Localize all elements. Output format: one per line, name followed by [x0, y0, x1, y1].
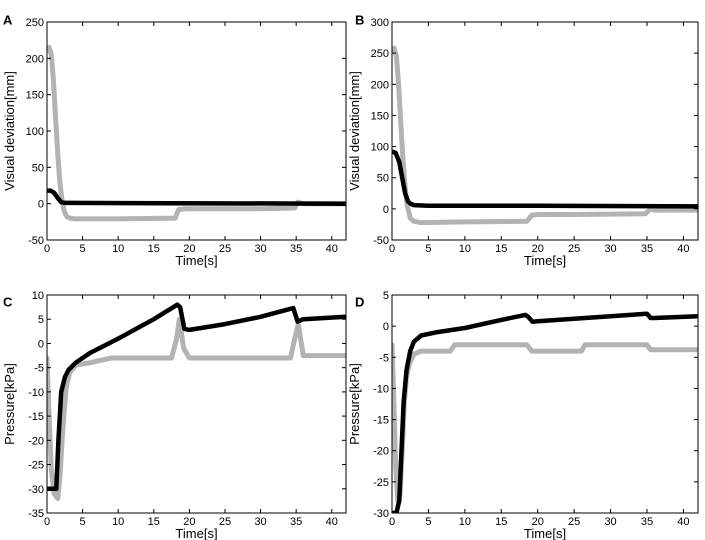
y-axis-label-c: Pressure[kPa] [2, 363, 17, 445]
x-tick-label: 40 [677, 243, 689, 255]
x-axis-label-c: Time[s] [175, 526, 217, 540]
panel-b: B0 5 10 15 20 25 30 35 40-50050100150200250300Ti… [347, 13, 699, 268]
y-tick-label: -30 [373, 508, 389, 520]
x-tick-label: 20 [532, 516, 544, 528]
x-axis-label-d: Time[s] [524, 526, 566, 540]
x-tick-label: 30 [604, 243, 616, 255]
y-tick-label: -5 [34, 363, 44, 375]
panel-c: C 0 5 10 15 20 25 30 35 40 -35 -30 -25 -20 -15 -10 -5 0 5 1… [2, 290, 347, 540]
y-tick-label: -20 [28, 435, 44, 447]
panel-label-a: A [3, 13, 13, 28]
y-tick-label: 250 [26, 17, 44, 29]
y-tick-label: -50 [373, 235, 389, 247]
y-tick-label: -10 [373, 383, 389, 395]
y-tick-label: 0 [38, 199, 44, 211]
x-tick-label: 25 [568, 516, 580, 528]
y-tick-label: 5 [383, 290, 389, 302]
x-tick-label: 40 [677, 516, 689, 528]
x-tick-label: 5 [80, 243, 86, 255]
y-tick-label: 300 [371, 17, 389, 29]
y-tick-label: -10 [28, 387, 44, 399]
y-axis-label-a: Visual deviation[mm] [2, 71, 17, 191]
x-tick-label: 0 [389, 243, 395, 255]
y-tick-label: 0 [383, 321, 389, 333]
y-axis-label-b: Visual deviation[mm] [347, 71, 362, 191]
series-black-line-c [47, 302, 346, 492]
y-tick-label: -15 [28, 411, 44, 423]
y-tick-label: 50 [32, 162, 44, 174]
x-axis-label-a: Time[s] [175, 253, 217, 268]
y-tick-label: 50 [377, 173, 389, 185]
y-tick-label: 10 [32, 290, 44, 302]
series-gray-line-b [392, 45, 698, 226]
y-tick-label: 0 [38, 338, 44, 350]
series-black-line-b [392, 149, 698, 209]
x-tick-label: 25 [568, 243, 580, 255]
x-tick-label: 10 [112, 243, 124, 255]
x-axis-label-b: Time[s] [524, 253, 566, 268]
x-tick-label: 35 [290, 243, 302, 255]
panel-label-b: B [355, 13, 364, 28]
x-tick-label: 10 [112, 516, 124, 528]
x-tick-label: 25 [219, 243, 231, 255]
y-tick-label: 200 [26, 53, 44, 65]
y-tick-label: -20 [373, 446, 389, 458]
x-tick-label: 35 [290, 516, 302, 528]
series-black-line-d [392, 311, 698, 513]
axes-frame-d [391, 294, 699, 514]
y-tick-label: -30 [28, 484, 44, 496]
x-tick-label: 20 [183, 243, 195, 255]
x-tick-label: 35 [641, 516, 653, 528]
y-tick-label: 150 [26, 90, 44, 102]
x-tick-label: 30 [254, 243, 266, 255]
y-tick-label: -50 [28, 235, 44, 247]
series-black-line-a [47, 188, 346, 206]
y-tick-label: 250 [371, 48, 389, 60]
x-tick-label: 5 [80, 516, 86, 528]
x-tick-label: 0 [44, 516, 50, 528]
x-tick-label: 40 [326, 243, 338, 255]
x-tick-label: 20 [183, 516, 195, 528]
series-gray-line-c [47, 316, 346, 501]
y-tick-label: 5 [38, 314, 44, 326]
series-gray-line-a [47, 44, 346, 222]
x-tick-label: 15 [495, 243, 507, 255]
y-tick-label: 0 [383, 204, 389, 216]
x-tick-label: 35 [641, 243, 653, 255]
y-axis-label-d: Pressure[kPa] [347, 363, 362, 445]
x-tick-label: 20 [532, 243, 544, 255]
axes-frame-b [391, 21, 699, 241]
y-tick-label: -15 [373, 415, 389, 427]
y-tick-label: -5 [379, 352, 389, 364]
x-tick-label: 15 [495, 516, 507, 528]
y-tick-label: 200 [371, 79, 389, 91]
x-tick-label: 0 [389, 516, 395, 528]
y-tick-label: 100 [371, 142, 389, 154]
x-tick-label: 30 [254, 516, 266, 528]
y-tick-label: 100 [26, 126, 44, 138]
panel-label-c: C [3, 295, 13, 310]
x-tick-label: 25 [219, 516, 231, 528]
y-tick-label: -25 [28, 460, 44, 472]
x-tick-label: 30 [604, 516, 616, 528]
x-tick-label: 5 [425, 516, 431, 528]
x-tick-label: 10 [459, 516, 471, 528]
x-tick-label: 15 [148, 243, 160, 255]
x-tick-label: 0 [44, 243, 50, 255]
series-gray-line-d [392, 342, 698, 503]
axes-frame-c [46, 294, 347, 514]
panel-a: A0 5 10 15 20 25 30 35 40-50050100150200250Time[… [2, 13, 347, 268]
y-tick-label: 150 [371, 110, 389, 122]
x-tick-label: 5 [425, 243, 431, 255]
panel-d: D 0 5 10 15 20 25 30 35 40 -30 -25 -20 -15 -10 -5 0 5 Time… [347, 290, 699, 540]
x-tick-label: 15 [148, 516, 160, 528]
y-tick-label: -25 [373, 477, 389, 489]
x-tick-label: 40 [326, 516, 338, 528]
panel-label-d: D [355, 295, 364, 310]
y-tick-label: -35 [28, 508, 44, 520]
x-tick-label: 10 [459, 243, 471, 255]
